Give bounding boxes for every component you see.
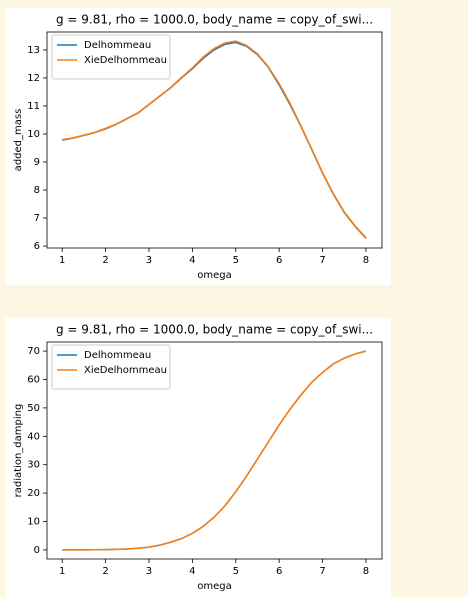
legend-label: XieDelhommeau (84, 365, 167, 376)
x-tick-label: 4 (189, 255, 195, 266)
y-tick-label: 8 (34, 185, 40, 196)
chart-title: g = 9.81, rho = 1000.0, body_name = copy… (56, 323, 373, 337)
x-tick-label: 7 (319, 255, 325, 266)
x-axis-label: omega (197, 270, 232, 281)
legend-box (51, 344, 171, 390)
x-tick-label: 1 (59, 566, 65, 577)
x-tick-label: 4 (189, 566, 195, 577)
x-tick-label: 1 (59, 255, 65, 266)
y-tick-label: 7 (34, 213, 40, 224)
line (62, 40, 367, 239)
axes-frame (46, 31, 383, 249)
y-tick-label: 11 (27, 101, 40, 112)
y-tick-label: 12 (27, 73, 40, 84)
x-tick-label: 8 (363, 566, 369, 577)
x-tick-label: 7 (319, 566, 325, 577)
x-tick-label: 2 (102, 566, 108, 577)
y-tick-label: 13 (27, 45, 40, 56)
y-tick-label: 70 (27, 346, 40, 357)
y-tick-label: 30 (27, 460, 40, 471)
chart-title: g = 9.81, rho = 1000.0, body_name = copy… (56, 13, 373, 27)
legend-label: Delhommeau (84, 40, 151, 51)
line (62, 350, 367, 551)
x-tick-label: 2 (102, 255, 108, 266)
y-tick-label: 6 (34, 241, 40, 252)
legend-label: XieDelhommeau (84, 55, 167, 66)
y-tick-label: 10 (27, 129, 40, 140)
x-tick-label: 8 (363, 255, 369, 266)
y-tick-label: 60 (27, 374, 40, 385)
y-tick-label: 50 (27, 403, 40, 414)
y-tick-label: 40 (27, 431, 40, 442)
x-axis-label: omega (197, 581, 232, 592)
x-tick-label: 3 (146, 255, 152, 266)
axes-frame (46, 341, 383, 560)
y-axis-label: radiation_damping (13, 404, 24, 498)
legend-box (51, 34, 171, 80)
y-tick-label: 20 (27, 488, 40, 499)
x-tick-label: 6 (276, 566, 282, 577)
y-tick-label: 10 (27, 517, 40, 528)
x-tick-label: 3 (146, 566, 152, 577)
y-tick-label: 9 (34, 157, 40, 168)
x-tick-label: 5 (233, 255, 239, 266)
y-tick-label: 0 (34, 545, 40, 556)
x-tick-label: 6 (276, 255, 282, 266)
x-tick-label: 5 (233, 566, 239, 577)
legend-label: Delhommeau (84, 350, 151, 361)
y-axis-label: added_mass (13, 109, 24, 172)
